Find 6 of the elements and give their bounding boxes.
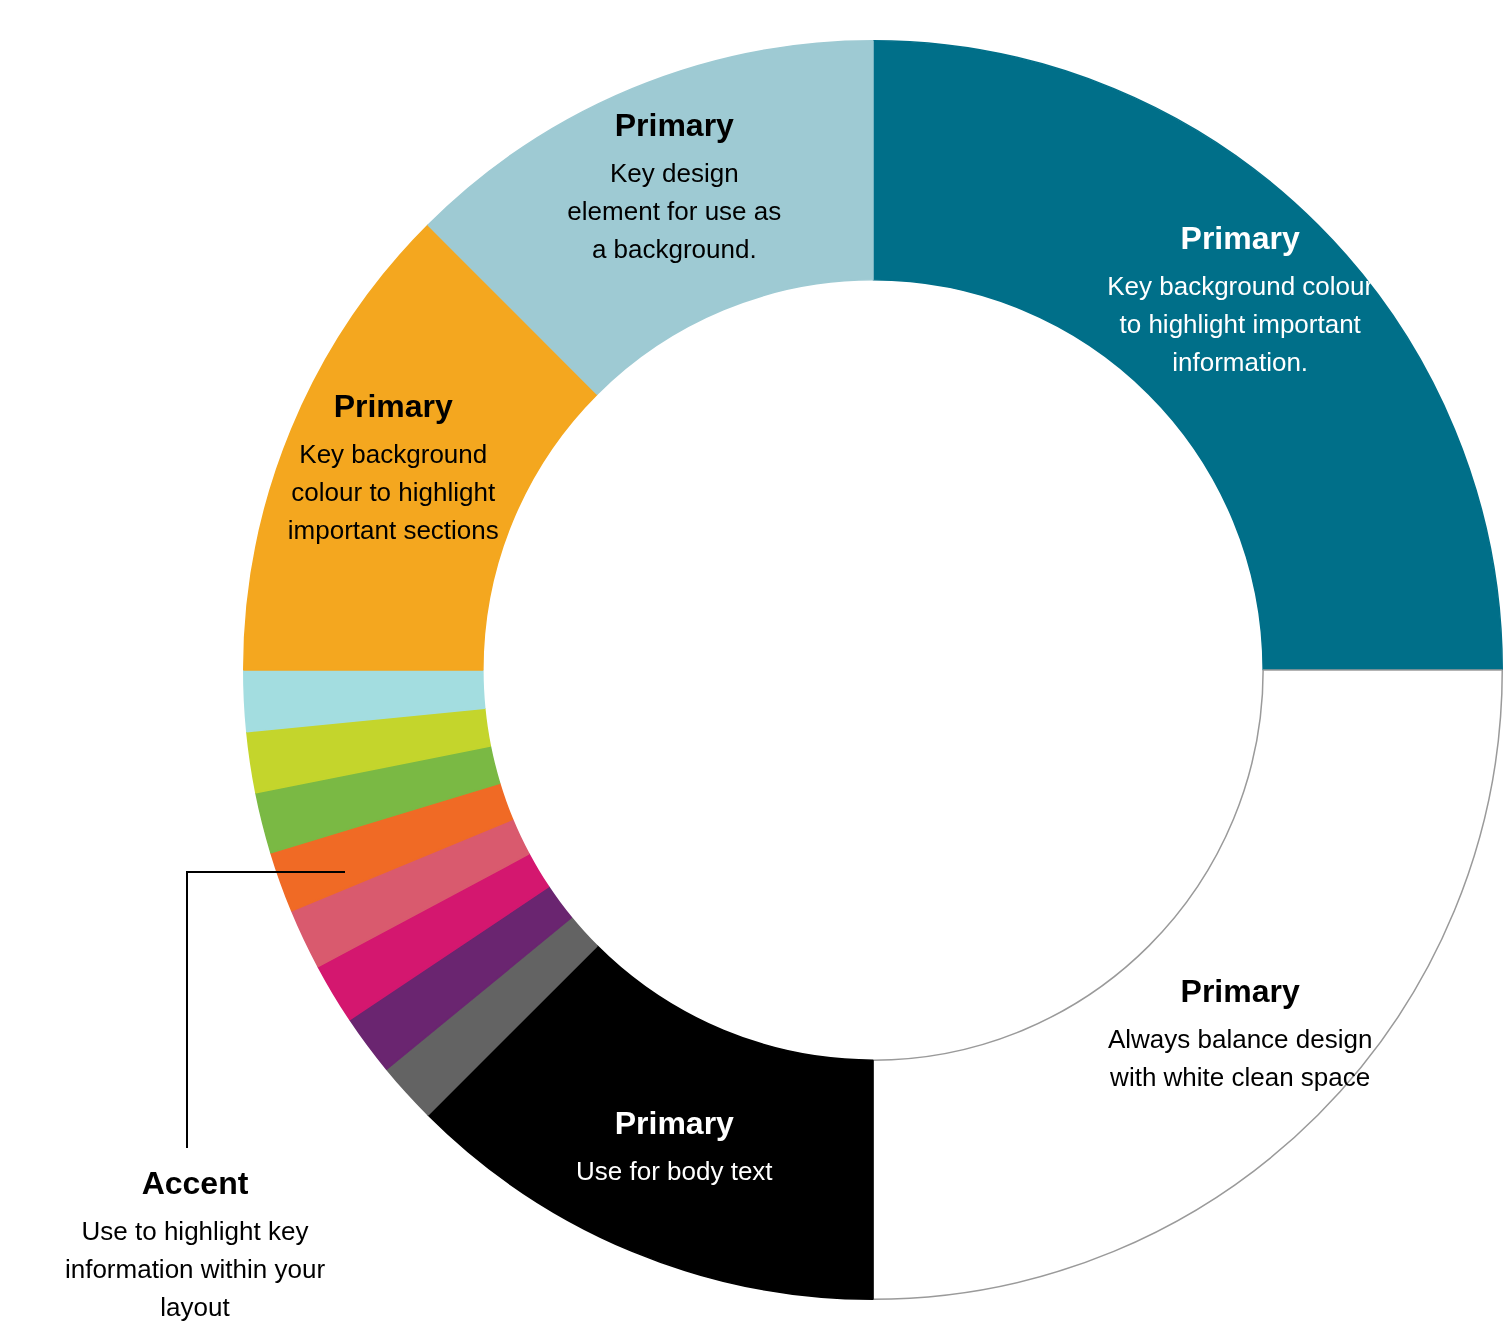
slice-label: Primary Always balance design with white clean space bbox=[1107, 973, 1373, 1093]
slice-label: Primary Key background colour to highlight important sections bbox=[287, 388, 499, 546]
slice-label: Primary Key design element for use as a background. bbox=[567, 107, 782, 265]
slice-label: Primary Use for body text bbox=[576, 1104, 774, 1186]
slice-label: Primary Key background colour to highlight important information. bbox=[1107, 219, 1374, 377]
text: Accent Use to highlight key information within your layout bbox=[64, 1164, 326, 1323]
